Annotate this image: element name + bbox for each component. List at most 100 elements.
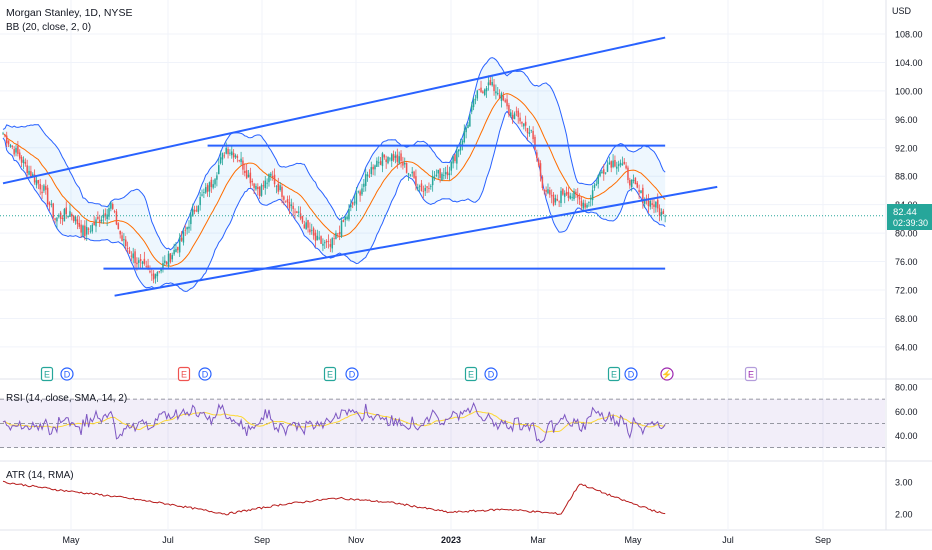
- event-badge[interactable]: [624, 367, 638, 381]
- candle-body: [636, 182, 639, 188]
- candle-body: [208, 182, 211, 192]
- candle-body: [26, 165, 28, 174]
- candle-body: [430, 185, 432, 187]
- candle-body: [95, 219, 97, 227]
- candle-body: [322, 243, 324, 246]
- event-badge[interactable]: [464, 366, 478, 382]
- candle-body: [111, 204, 114, 209]
- candle-body: [48, 202, 51, 206]
- event-dividend[interactable]: D: [60, 367, 74, 381]
- event-earnings[interactable]: E: [40, 366, 54, 382]
- candle-body: [151, 274, 153, 276]
- event-badge[interactable]: [198, 367, 212, 381]
- candle-body: [402, 161, 404, 166]
- event-badge[interactable]: [744, 366, 758, 382]
- candle-body: [389, 158, 391, 160]
- candle-body: [138, 260, 140, 263]
- candle-body: [647, 200, 650, 207]
- candle-body: [523, 123, 525, 127]
- price-tick-label: 88.00: [895, 172, 918, 182]
- event-badge[interactable]: [177, 366, 191, 382]
- candle-body: [543, 189, 546, 191]
- price-tick-label: 92.00: [895, 143, 918, 153]
- candle-body: [191, 209, 194, 217]
- event-badge[interactable]: [660, 367, 674, 381]
- candle-body: [13, 149, 15, 155]
- event-markers[interactable]: E D E D E D E D E D ⚡ E: [40, 366, 758, 382]
- candle-body: [554, 198, 557, 203]
- event-label: D: [64, 370, 71, 380]
- candle-body: [346, 216, 348, 220]
- candle-body: [400, 153, 402, 161]
- candle-body: [448, 173, 451, 176]
- event-dividend[interactable]: D: [345, 367, 359, 381]
- event-badge[interactable]: [484, 367, 498, 381]
- event-earnings[interactable]: E: [323, 366, 337, 382]
- event-label: E: [748, 370, 754, 380]
- rsi-tick-label: 60.00: [895, 407, 918, 417]
- event-badge[interactable]: [607, 366, 621, 382]
- event-badge[interactable]: [60, 367, 74, 381]
- bb-legend[interactable]: BB (20, close, 2, 0): [6, 22, 91, 33]
- symbol-title[interactable]: Morgan Stanley, 1D, NYSE: [6, 7, 132, 19]
- event-dividend[interactable]: D: [624, 367, 638, 381]
- candle-body: [578, 197, 581, 200]
- candle-body: [634, 177, 637, 185]
- candle-body: [232, 152, 235, 158]
- candle-body: [463, 130, 466, 143]
- time-axis[interactable]: May Jul Sep Nov 2023 Mar May Jul Sep: [62, 535, 831, 545]
- candle-body: [417, 187, 419, 189]
- event-earnings[interactable]: E: [177, 366, 191, 382]
- candle-body: [422, 191, 425, 192]
- event-badge[interactable]: [323, 366, 337, 382]
- candle-body: [141, 261, 144, 264]
- candle-body: [165, 261, 168, 265]
- candle-body: [482, 91, 484, 94]
- candle-body: [33, 174, 36, 183]
- event-split[interactable]: ⚡: [660, 367, 674, 381]
- candle-body: [32, 174, 34, 178]
- atr-pane: [2, 480, 666, 516]
- event-label: E: [611, 370, 617, 380]
- candle-body: [541, 176, 544, 189]
- candle-body: [404, 162, 406, 165]
- candle-body: [500, 93, 503, 101]
- candle-body: [65, 207, 67, 215]
- candle-body: [576, 194, 579, 198]
- trend-lines[interactable]: [2, 36, 718, 297]
- candle-body: [80, 224, 82, 233]
- event-earnings[interactable]: E: [607, 366, 621, 382]
- candle-body: [22, 159, 25, 164]
- rsi-legend[interactable]: RSI (14, close, SMA, 14, 2): [6, 393, 127, 404]
- candle-body: [39, 183, 41, 190]
- candle-body: [515, 111, 518, 113]
- candle-body: [277, 183, 280, 192]
- event-earnings-upcoming[interactable]: E: [744, 366, 758, 382]
- candle-body: [281, 186, 283, 197]
- candle-body: [223, 155, 226, 157]
- event-dividend[interactable]: D: [484, 367, 498, 381]
- candle-body: [616, 166, 618, 169]
- trend-line[interactable]: [114, 185, 718, 297]
- event-badge[interactable]: [40, 366, 54, 382]
- candle-body: [489, 80, 492, 86]
- candle-body: [545, 190, 547, 192]
- candle-body: [204, 187, 207, 193]
- atr-legend[interactable]: ATR (14, RMA): [6, 470, 74, 481]
- candle-body: [294, 211, 296, 213]
- trend-line[interactable]: [2, 36, 666, 185]
- candle-body: [247, 174, 250, 178]
- event-earnings[interactable]: E: [464, 366, 478, 382]
- candle-body: [275, 185, 278, 187]
- event-dividend[interactable]: D: [198, 367, 212, 381]
- candle-body: [580, 200, 583, 207]
- event-label: ⚡: [661, 369, 672, 381]
- candle-body: [9, 144, 12, 147]
- candle-body: [11, 145, 14, 147]
- time-tick-label: Jul: [162, 535, 174, 545]
- event-badge[interactable]: [345, 367, 359, 381]
- candle-body: [344, 217, 346, 220]
- price-axis[interactable]: 108.00104.00100.0096.0092.0088.0084.0080…: [895, 30, 923, 520]
- time-tick-label: May: [624, 535, 642, 545]
